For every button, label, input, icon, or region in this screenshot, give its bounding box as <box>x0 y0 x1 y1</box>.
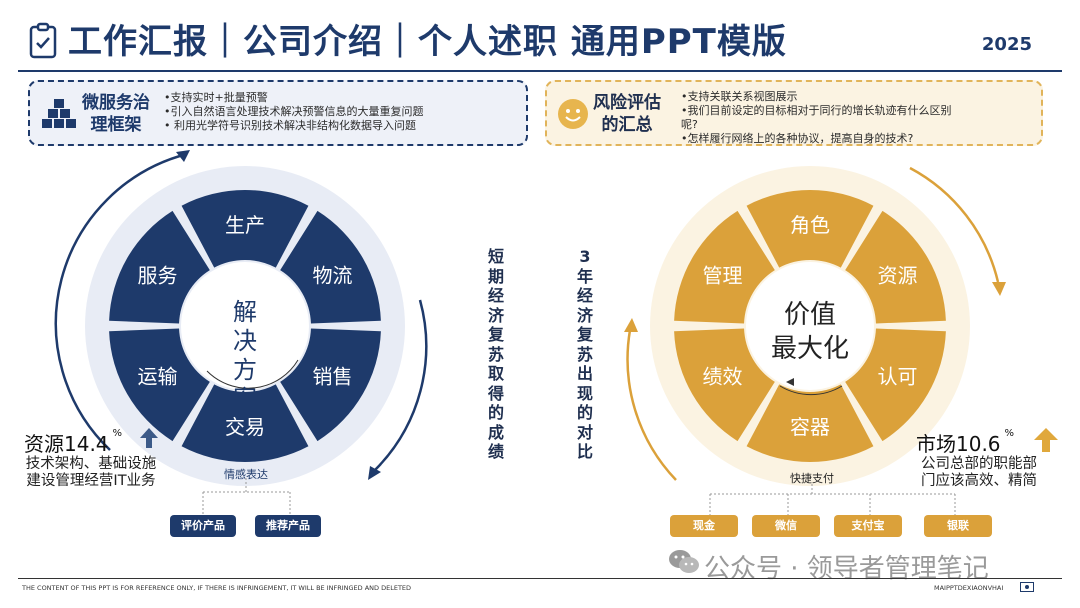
risk-box-title: 风险评估的汇总 <box>593 93 661 135</box>
chip-wechat[interactable]: 微信 <box>752 515 820 537</box>
risk-bullets: •支持关联关系视图展示 •我们目前设定的目标相对于同行的增长轨迹有什么区别 呢?… <box>681 90 952 146</box>
stat-left: 资源14.4% <box>24 428 122 457</box>
bullet-item: •引入自然语言处理技术解决预警信息的大量重复问题 <box>164 105 424 118</box>
stat-right-label: 市场10.6 <box>916 432 1001 456</box>
right-wheel-segment <box>746 190 874 268</box>
right-arrowhead-right <box>992 282 1006 296</box>
left-wheel-segment-label: 生产 <box>225 213 265 237</box>
up-arrow-icon <box>140 428 158 448</box>
stat-left-unit: % <box>112 428 123 439</box>
right-wheel-segment-label: 认可 <box>877 365 917 389</box>
bullet-item: •支持实时+批量预警 <box>164 91 268 104</box>
footer-brand: MAIPPTDEXIAONVHAI <box>934 584 1004 592</box>
right-branch-label: 快捷支付 <box>790 472 834 485</box>
right-wheel-hub <box>746 262 874 390</box>
left-center-text: 解决方案 <box>233 298 257 394</box>
left-wheel-segment <box>109 328 210 442</box>
chip-alipay[interactable]: 支付宝 <box>834 515 902 537</box>
left-outer-arrow-arc <box>54 152 188 451</box>
footer-divider <box>18 578 1062 579</box>
right-branch-lines <box>709 484 956 516</box>
right-wheel-segment-label: 角色 <box>790 213 830 237</box>
right-wheel-segment-label: 容器 <box>790 415 830 439</box>
right-hub-arc <box>779 385 843 396</box>
page-title: 工作汇报｜公司介绍｜个人述职 通用PPT模版 <box>68 22 787 62</box>
right-outer-arrow-arc <box>626 329 677 481</box>
bullet-item: •怎样履行网络上的各种协议，提高自身的技术? <box>681 132 914 145</box>
microservice-box: 微服务治理框架 •支持实时+批量预警 •引入自然语言处理技术解决预警信息的大量重… <box>28 80 528 146</box>
left-wheel-segment <box>181 384 309 462</box>
right-wheel-segment <box>746 384 874 462</box>
stat-left-label: 资源14.4 <box>24 432 109 456</box>
left-branch-label: 情感表达 <box>224 468 268 481</box>
pyramid-blocks-icon <box>42 99 76 128</box>
right-wheel-segment <box>845 328 946 442</box>
right-outer-arrow-arc <box>909 166 1000 283</box>
right-wheel-segment-label: 绩效 <box>703 365 743 389</box>
chip-cash[interactable]: 现金 <box>670 515 738 537</box>
chip-recommend-product[interactable]: 推荐产品 <box>255 515 321 537</box>
wechat-icon <box>669 550 699 573</box>
footer-disclaimer: THE CONTENT OF THIS PPT IS FOR REFERENCE… <box>22 584 412 592</box>
left-arrowhead-bottom <box>368 466 381 480</box>
left-wheel-segment-label: 服务 <box>138 264 178 288</box>
left-wheel-segment <box>109 210 210 324</box>
left-wheel-segment-label: 物流 <box>312 264 352 288</box>
smiley-icon <box>558 99 588 129</box>
left-wheel-hub <box>181 262 309 390</box>
left-wheel-segment-label: 运输 <box>138 365 178 389</box>
stat-right-unit: % <box>1004 428 1015 439</box>
right-wheel-segment-label: 管理 <box>703 264 743 288</box>
right-wheel-segment <box>845 210 946 324</box>
microservice-box-title: 微服务治理框架 <box>82 93 150 135</box>
stat-right-desc: 公司总部的职能部门应该高效、精简 <box>921 456 1037 489</box>
up-arrow-icon <box>1034 428 1058 452</box>
chip-unionpay[interactable]: 银联 <box>924 515 992 537</box>
vertical-text-left: 短期经济复苏取得的成绩 <box>487 247 504 461</box>
bullet-item: •我们目前设定的目标相对于同行的增长轨迹有什么区别 <box>681 104 952 117</box>
right-wheel-segment-label: 资源 <box>877 264 917 288</box>
right-arrowhead-left <box>624 318 638 332</box>
right-wheel-segment <box>674 328 775 442</box>
bullet-item: •支持关联关系视图展示 <box>681 90 798 103</box>
left-wheel-segment <box>280 328 381 442</box>
left-branch-lines <box>202 478 291 514</box>
right-wheel-segment <box>674 210 775 324</box>
chip-evaluate-product[interactable]: 评价产品 <box>170 515 236 537</box>
stat-left-desc: 技术架构、基础设施建设管理经营IT业务 <box>25 456 157 489</box>
left-wheel-segment <box>280 210 381 324</box>
left-arrowhead-top <box>176 150 190 162</box>
year-label: 2025 <box>981 34 1032 55</box>
right-hub-arrowhead <box>786 378 794 386</box>
bullet-item: 呢? <box>681 118 698 131</box>
microservice-bullets: •支持实时+批量预警 •引入自然语言处理技术解决预警信息的大量重复问题 • 利用… <box>164 91 424 133</box>
left-wheel-segment-label: 交易 <box>225 415 265 439</box>
risk-box: 风险评估的汇总 •支持关联关系视图展示 •我们目前设定的目标相对于同行的增长轨迹… <box>545 80 1043 146</box>
brand-logo-icon <box>1020 582 1034 592</box>
watermark-text: 公众号 · 领导者管理笔记 <box>704 554 989 584</box>
left-outer-arrow-arc <box>374 299 428 471</box>
left-wheel-segment <box>181 190 309 268</box>
right-center-line2: 最大化 <box>770 334 849 364</box>
clipboard-icon <box>29 22 57 59</box>
right-center-line1: 价值 <box>783 300 836 330</box>
left-wheel-segment-label: 销售 <box>312 365 352 389</box>
left-hub-arc <box>206 359 299 389</box>
title-divider <box>18 70 1062 72</box>
stat-right: 市场10.6% <box>916 428 1014 457</box>
bullet-item: • 利用光学符号识别技术解决非结构化数据导入问题 <box>164 119 416 132</box>
